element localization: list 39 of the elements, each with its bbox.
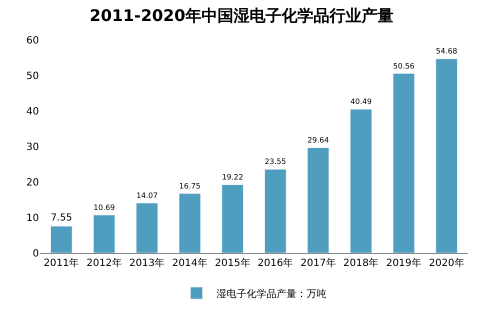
data-label: 23.55 — [264, 157, 286, 166]
y-tick-label: 0 — [32, 248, 39, 260]
y-tick-label: 10 — [26, 213, 39, 224]
data-label: 54.68 — [436, 46, 458, 56]
bar — [307, 148, 330, 253]
x-tick-label: 2018年 — [343, 257, 379, 269]
data-label: 14.07 — [136, 190, 158, 200]
x-tick-label: 2020年 — [428, 257, 464, 269]
data-label: 10.69 — [94, 202, 116, 212]
x-tick-label: 2017年 — [300, 257, 336, 269]
x-tick-label: 2011年 — [44, 257, 80, 269]
x-tick-label: 2019年 — [386, 257, 422, 269]
data-label: 16.75 — [179, 181, 201, 190]
y-tick-label: 60 — [26, 36, 39, 46]
chart-title: 2011-2020年中国湿电子化学品行业产量 — [90, 6, 394, 25]
bar — [222, 184, 244, 253]
y-tick-label: 20 — [26, 178, 39, 188]
bar — [178, 193, 201, 253]
bar — [136, 202, 158, 253]
y-tick-label: 30 — [26, 142, 39, 153]
bar — [93, 214, 116, 253]
x-tick-label: 2012年 — [86, 257, 122, 269]
bar — [436, 58, 458, 253]
y-tick-label: 40 — [26, 106, 39, 118]
x-tick-label: 2013年 — [129, 257, 165, 269]
data-label: 40.49 — [350, 97, 372, 106]
x-tick-label: 2016年 — [258, 257, 294, 269]
x-tick-label: 2014年 — [172, 257, 208, 269]
legend-label: 湿电子化学品产量：万吨 — [216, 288, 326, 300]
bar — [50, 226, 72, 253]
data-label: 29.64 — [308, 136, 330, 145]
bar — [350, 109, 372, 253]
x-tick-label: 2015年 — [214, 257, 250, 269]
data-label: 50.56 — [393, 61, 415, 70]
y-tick-label: 50 — [26, 71, 39, 82]
data-label: 19.22 — [222, 172, 244, 182]
bar — [264, 169, 286, 253]
data-label: 7.55 — [50, 212, 72, 224]
bar — [392, 73, 415, 253]
